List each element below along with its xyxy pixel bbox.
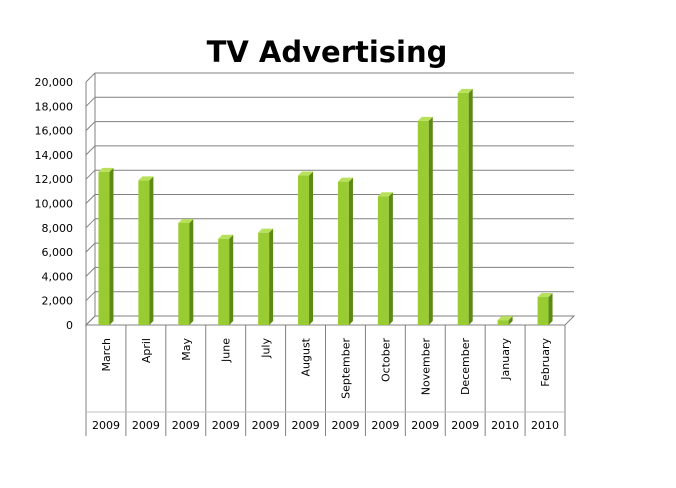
bar-side [388,192,393,325]
y-tick-label: 10,000 [35,198,74,211]
bar [537,293,553,325]
bar-front [457,92,469,325]
bar [138,176,154,325]
bar-side [309,171,314,325]
bar [417,116,433,325]
x-year-label: 2009 [92,419,120,432]
x-month-label: October [379,338,392,382]
bar [258,228,274,325]
y-tick-label: 6,000 [42,246,74,259]
x-year-label: 2009 [371,419,399,432]
x-month-label: June [220,338,233,363]
y-tick-label: 4,000 [42,270,74,283]
gridline-depth [85,169,96,180]
gridline-depth [85,121,96,131]
bar-side [189,218,194,325]
bar-front [298,175,310,325]
y-tick-label: 16,000 [35,125,74,138]
bar-side [109,167,114,325]
gridline-depth [85,96,96,107]
bar [298,171,314,325]
bar-front [337,181,349,325]
bar-front [537,297,549,325]
gridline-depth [85,267,96,277]
bar-front [417,120,429,325]
bar-front [178,222,190,325]
bar-side [548,293,553,325]
x-year-label: 2009 [172,419,200,432]
bars [98,88,553,325]
x-year-label: 2009 [331,419,359,432]
gridline-depth [85,218,96,229]
gridline-depth [85,291,96,302]
bar [218,234,234,325]
chart-title: TV Advertising [207,35,448,69]
bar [98,167,114,325]
bar-top [457,88,473,93]
bar-side [269,228,274,325]
x-axis: March 2009 April 2009 May 2009 June 2009 July 200… [85,325,566,436]
bar-top [138,176,154,181]
x-year-label: 2009 [252,419,280,432]
gridline-depth [85,242,96,253]
bar-side [348,177,353,325]
x-month-label: July [260,338,273,359]
bar-top [218,234,234,239]
gridlines [84,72,576,326]
bar-front [138,180,150,325]
bar-top [258,228,274,233]
bar-top [377,192,393,197]
x-month-label: April [140,338,153,363]
bar-side [149,176,154,325]
bar-top [417,116,433,121]
bar-top [337,177,353,182]
x-year-label: 2009 [292,419,320,432]
x-month-label: November [419,338,432,396]
x-year-label: 2009 [212,419,240,432]
gridline-depth [85,194,96,204]
x-year-label: 2010 [491,419,519,432]
x-year-label: 2010 [531,419,559,432]
y-tick-label: 14,000 [35,149,74,162]
x-month-label: February [539,338,552,387]
x-month-label: March [100,338,113,372]
bar [337,177,353,325]
bar-front [497,320,509,325]
bar [377,192,393,325]
x-year-label: 2009 [132,419,160,432]
x-month-label: August [300,337,313,376]
gridline-depth [85,145,96,156]
bar-front [258,232,270,325]
bar-side [508,316,513,325]
x-year-label: 2009 [411,419,439,432]
bar-front [98,171,110,325]
y-axis: 0 2,000 4,000 6,000 8,000 10,000 12,000 14,000 1… [35,76,74,332]
y-tick-label: 12,000 [35,173,74,186]
bar-top [537,293,553,298]
bar [457,88,473,325]
y-tick-label: 18,000 [35,100,74,113]
y-tick-label: 8,000 [42,222,74,235]
x-year-label: 2009 [451,419,479,432]
x-month-label: January [499,338,512,381]
x-month-label: September [339,338,352,399]
bar [178,218,194,325]
bar-top [497,316,513,321]
gridline-depth [85,72,96,83]
y-tick-label: 20,000 [35,76,74,89]
y-tick-label: 2,000 [42,295,74,308]
bar-side [229,234,234,325]
bar-side [428,116,433,325]
bar-side [468,88,473,325]
bar-top [298,171,314,176]
x-month-label: December [459,338,472,396]
bar-front [218,238,230,325]
bar-top [98,167,114,172]
y-tick-label: 0 [66,319,73,332]
x-month-label: May [180,338,193,361]
bar-top [178,218,194,223]
bar [497,316,513,325]
bar-front [377,196,389,325]
